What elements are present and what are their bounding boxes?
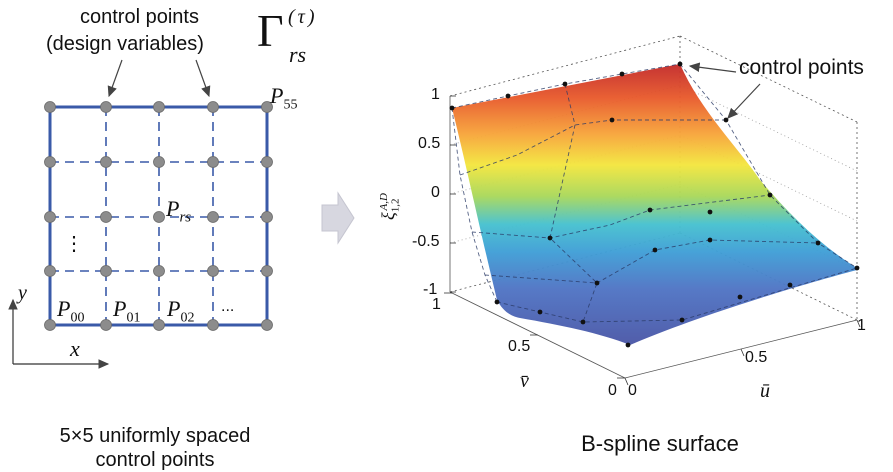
bspline-surface	[452, 64, 857, 345]
callout-arrow-2	[728, 84, 760, 118]
axis-label-v: v̄	[520, 370, 529, 393]
z-tick-0.5: 0.5	[418, 135, 440, 153]
v-tick-0.5: 0.5	[508, 338, 530, 356]
axis-label-u: ū	[760, 380, 770, 403]
u-tick-1: 1	[857, 317, 866, 335]
axis-label-z: ξ1,2A,D	[378, 193, 402, 220]
u-tick-0: 0	[628, 382, 637, 400]
v-tick-0: 0	[608, 382, 617, 400]
z-tick-1: 1	[431, 86, 440, 104]
u-tick-0.5: 0.5	[745, 349, 767, 367]
z-tick-0: 0	[431, 184, 440, 202]
z-tick-neg0.5: -0.5	[412, 233, 440, 251]
right-callout: control points	[739, 56, 864, 80]
v-tick-1: 1	[432, 296, 441, 314]
right-caption: B-spline surface	[540, 432, 780, 456]
callout-arrow-1	[690, 66, 736, 72]
